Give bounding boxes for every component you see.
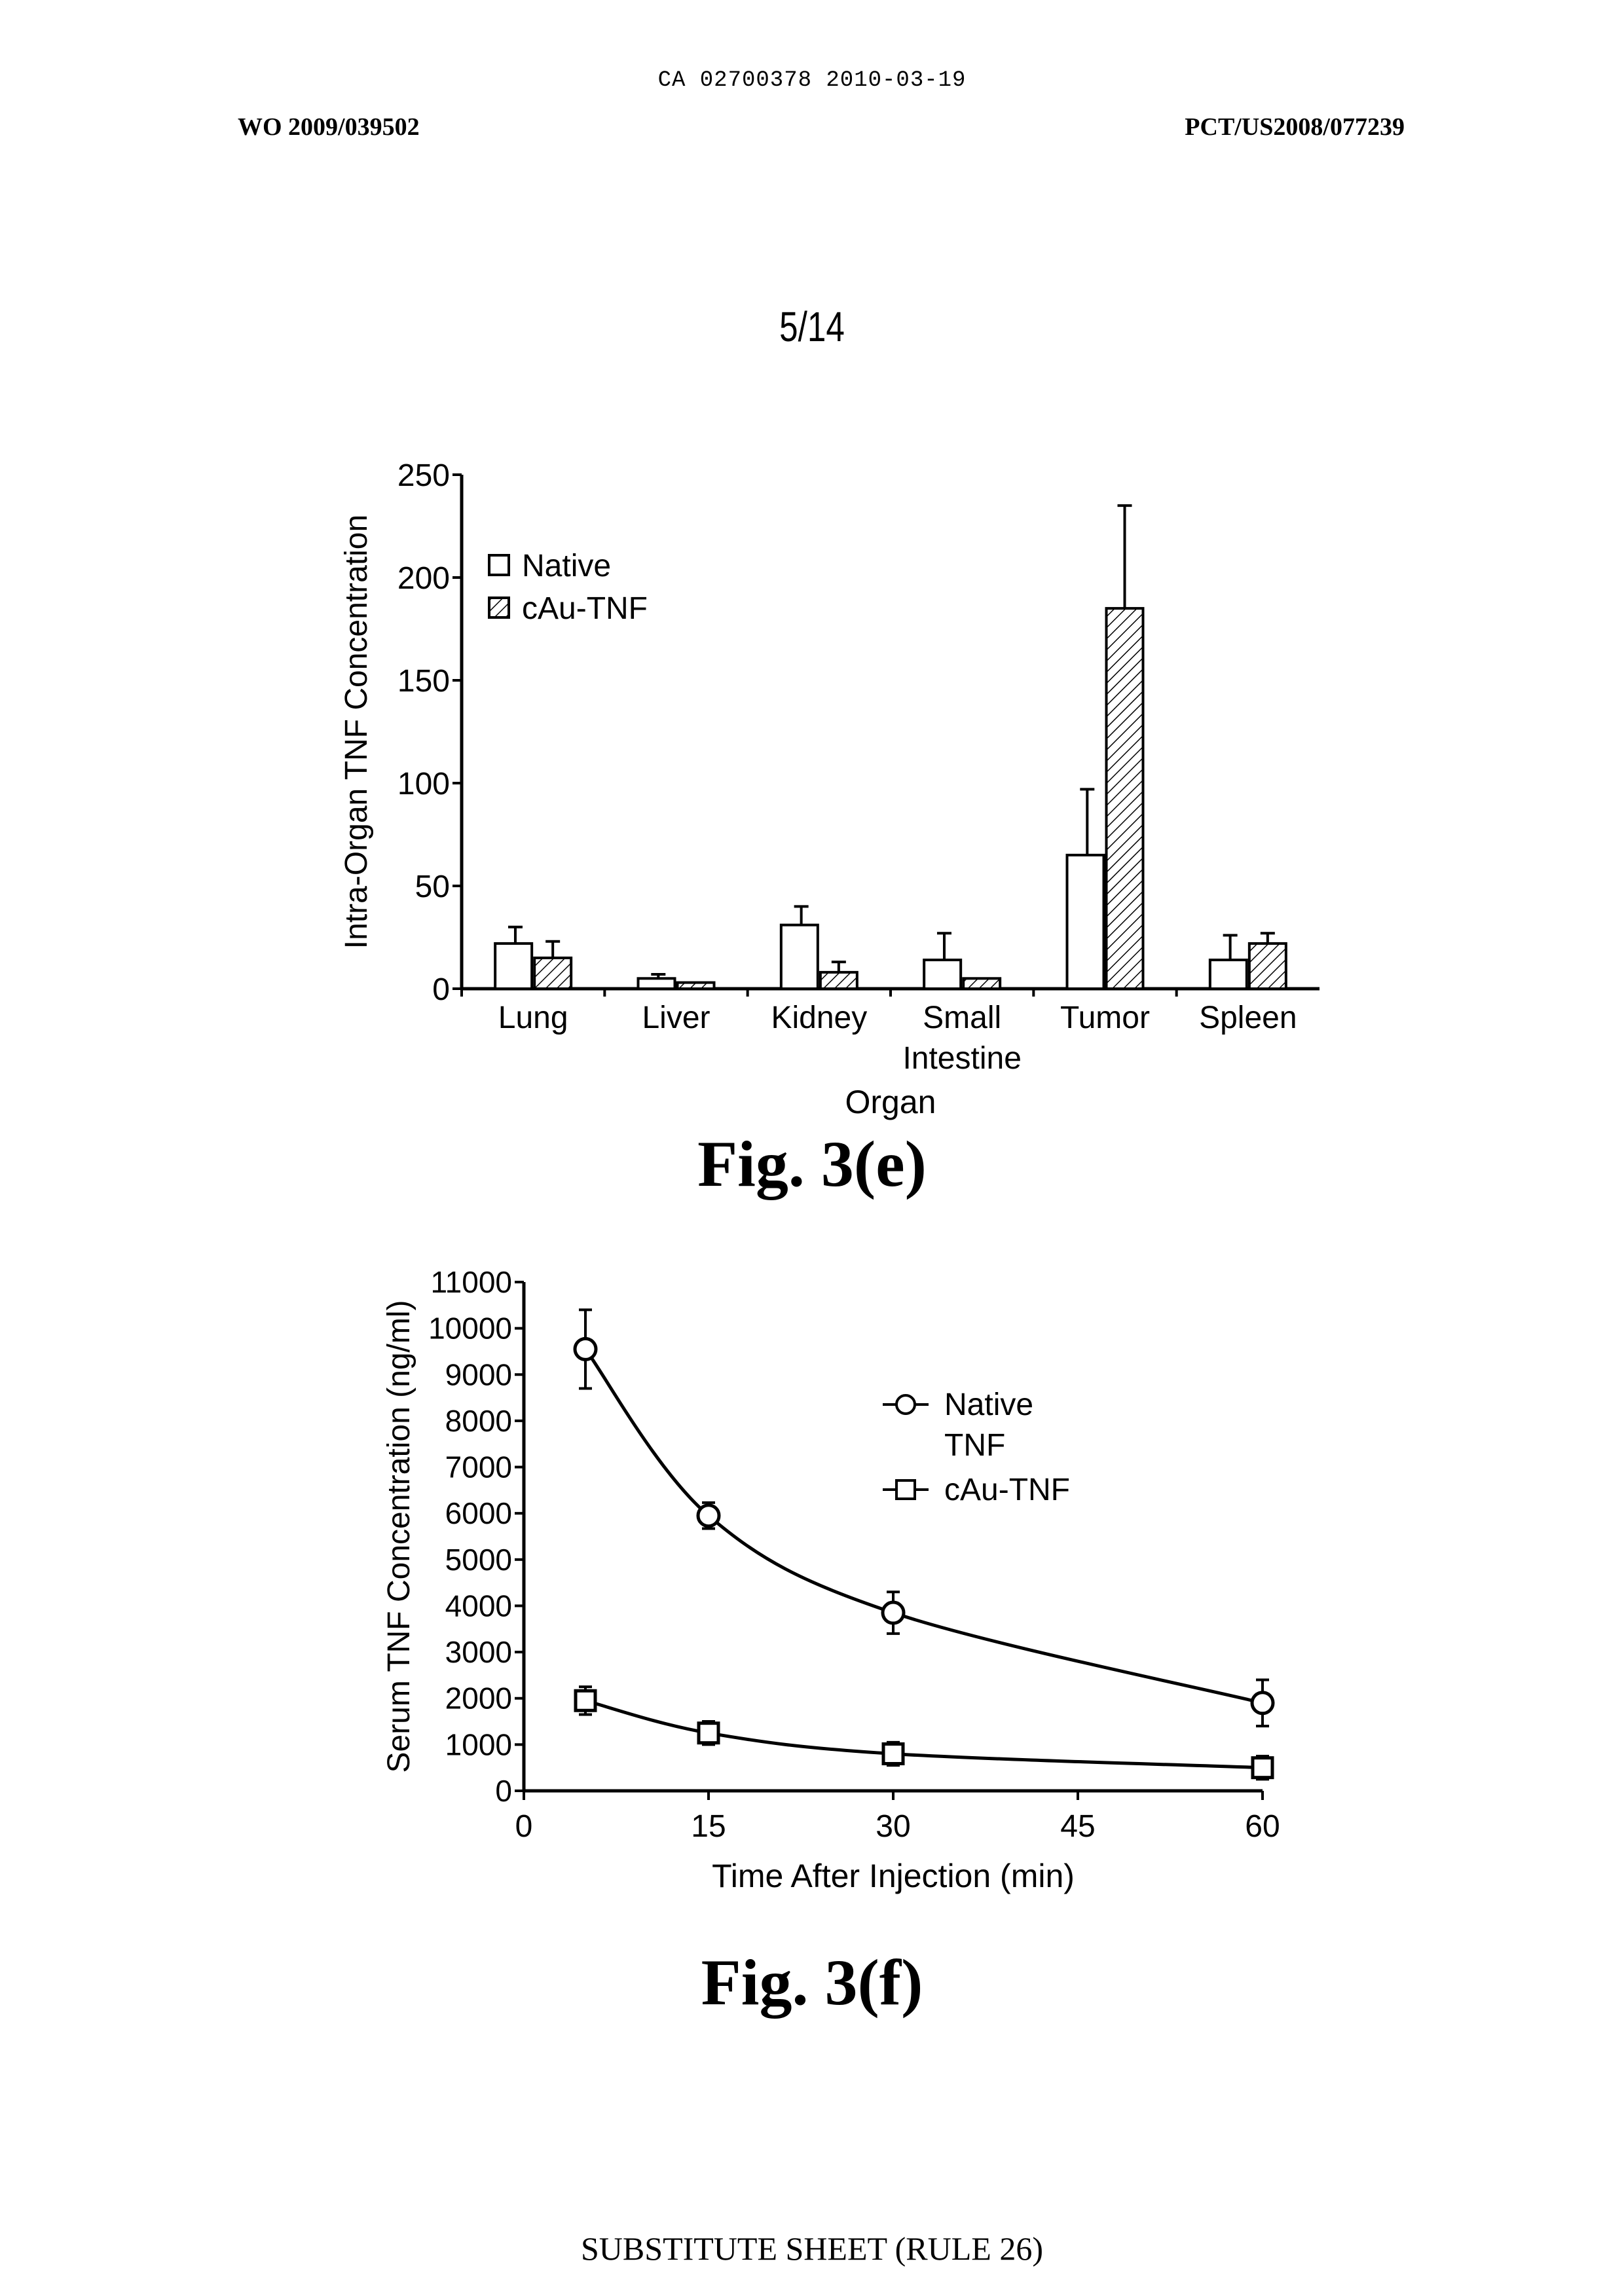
x-tick-label-45: 45: [1060, 1809, 1095, 1844]
y-tick-label-1000: 1000: [445, 1727, 512, 1761]
legend-marker-native-tnf: [896, 1395, 915, 1414]
point-cau-tnf-5: [576, 1691, 595, 1710]
y-tick-label-9000: 9000: [445, 1357, 512, 1391]
x-tick-label-60: 60: [1245, 1809, 1280, 1844]
y-tick-label-0: 0: [495, 1774, 512, 1808]
x-axis-title: Time After Injection (min): [712, 1858, 1075, 1894]
y-tick-label-3000: 3000: [445, 1635, 512, 1669]
point-native-tnf-30: [883, 1602, 904, 1623]
x-tick-label-15: 15: [691, 1809, 726, 1844]
point-cau-tnf-15: [699, 1723, 718, 1743]
point-cau-tnf-30: [883, 1744, 903, 1763]
point-native-tnf-60: [1252, 1693, 1273, 1714]
point-native-tnf-15: [698, 1505, 719, 1526]
y-tick-label-2000: 2000: [445, 1681, 512, 1716]
series-line-native-tnf: [585, 1349, 1263, 1702]
y-tick-label-10000: 10000: [428, 1312, 512, 1346]
y-tick-label-11000: 11000: [430, 1265, 512, 1299]
point-cau-tnf-60: [1253, 1758, 1272, 1778]
y-tick-label-4000: 4000: [445, 1588, 512, 1623]
page-footer: SUBSTITUTE SHEET (RULE 26): [0, 2230, 1624, 2267]
legend-label-line: TNF: [944, 1428, 1005, 1463]
y-tick-label-7000: 7000: [445, 1450, 512, 1484]
point-native-tnf-5: [575, 1338, 596, 1359]
x-tick-label-30: 30: [876, 1809, 910, 1844]
legend-label-cau-tnf: cAu-TNF: [944, 1473, 1070, 1507]
line-chart-serum-tnf: 0 1000 2000 3000 4000 5000 6000 7000 8000 9000 100…: [0, 0, 1624, 1964]
figure-caption-3f: Fig. 3(f): [0, 1945, 1624, 2020]
y-tick-label-8000: 8000: [445, 1404, 512, 1438]
x-tick-label-0: 0: [515, 1809, 533, 1844]
legend-label-native-tnf: Native TNF: [944, 1387, 1033, 1463]
series-line-cau-tnf: [585, 1700, 1263, 1767]
legend-label-line: cAu-TNF: [944, 1473, 1070, 1507]
y-axis-title: Serum TNF Concentration (ng/ml): [382, 1300, 416, 1772]
legend-marker-cau-tnf: [896, 1480, 915, 1499]
y-tick-label-6000: 6000: [445, 1496, 512, 1530]
y-tick-label-5000: 5000: [445, 1543, 512, 1577]
legend-label-line: Native: [944, 1387, 1033, 1422]
